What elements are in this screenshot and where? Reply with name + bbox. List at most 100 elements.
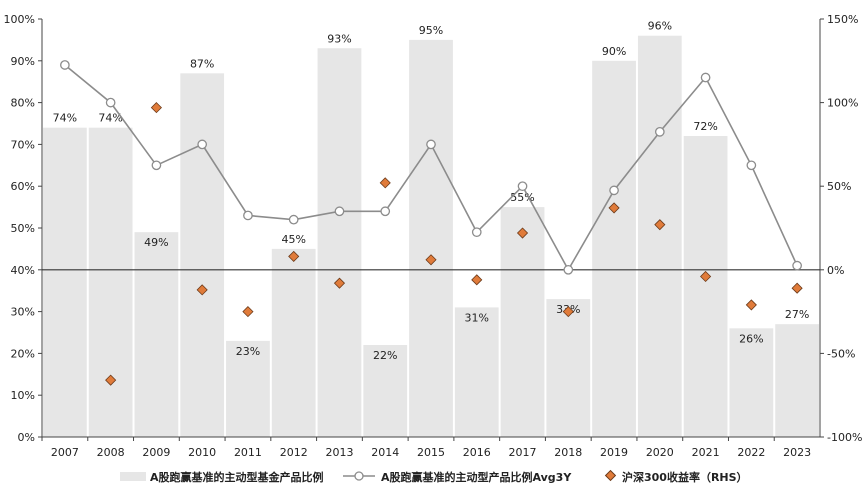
x-tick-label: 2021 xyxy=(692,446,720,459)
bar xyxy=(409,39,453,438)
legend-bar-label: A股跑赢基准的主动型基金产品比例 xyxy=(150,470,324,484)
left-tick-label: 100% xyxy=(4,13,35,26)
bar xyxy=(500,207,545,437)
x-tick-label: 2022 xyxy=(737,446,765,459)
csi300-marker xyxy=(333,277,346,289)
csi300-marker xyxy=(608,202,620,214)
x-tick-label: 2012 xyxy=(280,446,308,459)
legend-line-label: A股跑赢基准的主动型产品比例Avg3Y xyxy=(381,470,572,484)
x-tick-label: 2018 xyxy=(554,446,582,459)
left-tick-label: 20% xyxy=(11,347,35,360)
csi300-marker xyxy=(379,177,391,189)
x-tick-label: 2009 xyxy=(142,446,170,459)
avg3y-point xyxy=(151,160,162,171)
x-tick-label: 2008 xyxy=(97,446,125,459)
bar xyxy=(88,127,133,438)
left-tick-label: 90% xyxy=(11,55,35,68)
left-tick-label: 30% xyxy=(11,306,35,319)
left-tick-label: 40% xyxy=(11,264,35,277)
bar xyxy=(546,299,591,437)
csi300-marker xyxy=(700,270,712,283)
avg3y-point xyxy=(288,214,299,225)
axes-group: 0% 10% 20% 30% 40% 50% 60% 70% 80% 90% 100% -100% -5… xyxy=(4,13,863,459)
bar-labels-group: 74%74%49%87%23%45%93%22%95%31%55%33%90%9… xyxy=(53,20,810,362)
bar xyxy=(729,328,774,437)
bar xyxy=(271,248,316,437)
bar-data-label: 27% xyxy=(785,308,809,321)
csi300-marker xyxy=(150,102,162,114)
x-tick-label: 2015 xyxy=(417,446,445,459)
avg3y-point xyxy=(426,139,436,150)
legend-group: A股跑赢基准的主动型基金产品比例 A股跑赢基准的主动型产品比例Avg3Y 沪深3… xyxy=(120,469,748,484)
legend-scatter-label: 沪深300收益率（RHS） xyxy=(622,470,748,484)
bar xyxy=(775,324,819,437)
bar xyxy=(363,345,408,437)
csi300-marker xyxy=(425,254,437,266)
avg3y-point xyxy=(380,206,391,217)
csi300-marker xyxy=(791,282,803,294)
bars-group xyxy=(43,35,819,438)
avg3y-point xyxy=(105,97,116,108)
bar-data-label: 87% xyxy=(190,57,214,70)
left-tick-label: 80% xyxy=(11,97,35,110)
avg3y-point xyxy=(197,139,208,150)
right-tick-label: -100% xyxy=(827,431,862,444)
bar-data-label: 74% xyxy=(98,112,122,125)
avg3y-point xyxy=(700,72,711,83)
bar xyxy=(134,232,179,437)
x-tick-label: 2017 xyxy=(509,446,537,459)
avg3y-point xyxy=(654,127,665,137)
avg3y-point xyxy=(471,227,482,238)
left-tick-label: 70% xyxy=(11,138,35,151)
csi300-marker xyxy=(745,299,757,311)
bar-data-label: 93% xyxy=(327,32,351,45)
bar xyxy=(43,127,87,438)
csi300-marker xyxy=(196,284,208,296)
bar xyxy=(180,73,225,437)
x-tick-label: 2020 xyxy=(646,446,674,459)
legend-bar-swatch xyxy=(120,472,146,481)
bar-data-label: 95% xyxy=(419,24,443,37)
avg3y-point xyxy=(609,185,619,196)
x-tick-label: 2011 xyxy=(234,446,262,459)
avg3y-point xyxy=(563,264,574,275)
legend-line-marker xyxy=(354,471,364,481)
markers-group xyxy=(105,102,803,386)
legend-scatter-marker xyxy=(604,469,617,482)
x-tick-label: 2007 xyxy=(51,446,79,459)
bar-data-label: 55% xyxy=(510,191,534,204)
bar xyxy=(683,136,728,438)
bar-data-label: 96% xyxy=(648,20,672,33)
csi300-marker xyxy=(516,227,529,239)
avg3y-point xyxy=(334,206,345,217)
bar-data-label: 72% xyxy=(693,120,717,133)
csi300-marker xyxy=(471,274,483,286)
csi300-marker xyxy=(562,306,574,318)
avg3y-point xyxy=(746,160,757,171)
avg3y-point xyxy=(243,210,253,221)
bar-data-label: 23% xyxy=(236,345,260,358)
left-tick-label: 10% xyxy=(11,389,35,402)
bar xyxy=(637,35,682,437)
bar-data-label: 49% xyxy=(144,236,168,249)
bar-data-label: 74% xyxy=(53,112,77,125)
x-tick-label: 2016 xyxy=(463,446,491,459)
left-tick-label: 0% xyxy=(18,431,35,444)
avg3y-point xyxy=(517,181,528,192)
right-tick-label: 50% xyxy=(827,180,851,193)
csi300-marker xyxy=(105,374,117,386)
x-tick-label: 2014 xyxy=(371,446,399,459)
bar-data-label: 22% xyxy=(373,349,397,362)
bar-data-label: 90% xyxy=(602,45,626,58)
left-tick-label: 50% xyxy=(11,222,35,235)
bar xyxy=(592,60,636,438)
right-tick-label: 100% xyxy=(827,97,858,110)
x-tick-label: 2010 xyxy=(188,446,216,459)
x-tick-label: 2013 xyxy=(325,446,353,459)
csi300-marker xyxy=(242,306,254,318)
x-tick-label: 2019 xyxy=(600,446,628,459)
csi300-marker xyxy=(654,219,666,231)
right-tick-label: 150% xyxy=(827,13,858,26)
csi300-marker xyxy=(288,250,300,262)
